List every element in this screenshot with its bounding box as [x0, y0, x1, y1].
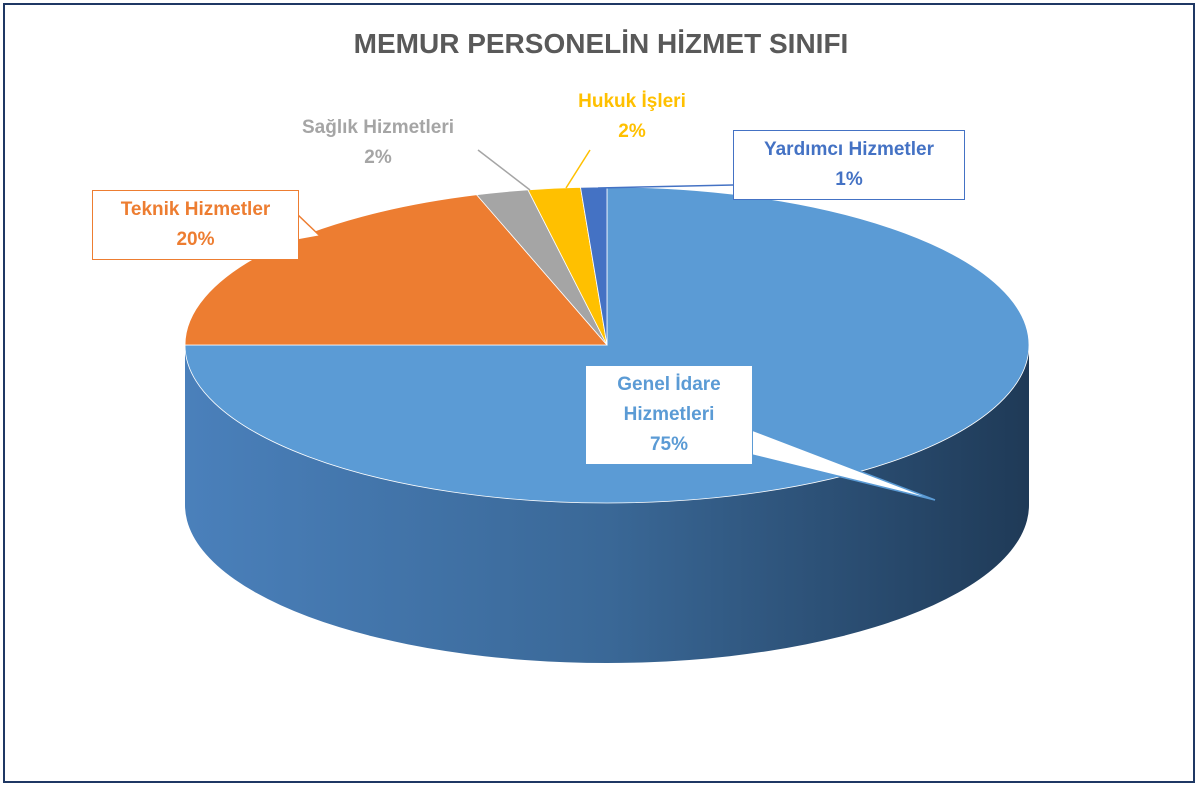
chart-frame — [3, 3, 1195, 783]
chart-title: MEMUR PERSONELİN HİZMET SINIFI — [353, 28, 849, 59]
slice-side — [185, 345, 1029, 663]
label-name: Hukuk İşleri — [578, 91, 686, 112]
label-value: 2% — [618, 121, 646, 142]
label-value: 20% — [176, 229, 215, 250]
label-value: 2% — [364, 147, 392, 168]
data-label: Hukuk İşleri 2% — [552, 87, 712, 147]
label-name: Sağlık Hizmetleri — [301, 117, 455, 138]
label-value: 1% — [835, 169, 863, 190]
leader-line — [597, 184, 734, 189]
data-label: Teknik Hizmetler 20% — [92, 190, 299, 260]
label-value: 75% — [649, 434, 689, 455]
label-pointer — [297, 213, 322, 241]
data-label: Yardımcı Hizmetler 1% — [733, 130, 965, 200]
label-name: Genel İdare Hizmetleri — [617, 374, 721, 425]
label-name: Teknik Hizmetler — [120, 199, 271, 220]
data-label: Sağlık Hizmetleri 2% — [278, 113, 478, 173]
leader-line — [477, 149, 531, 191]
label-name: Yardımcı Hizmetler — [763, 139, 935, 160]
slice — [580, 186, 608, 346]
leader-line — [565, 149, 591, 189]
data-label: Genel İdare Hizmetleri 75% — [585, 365, 753, 465]
